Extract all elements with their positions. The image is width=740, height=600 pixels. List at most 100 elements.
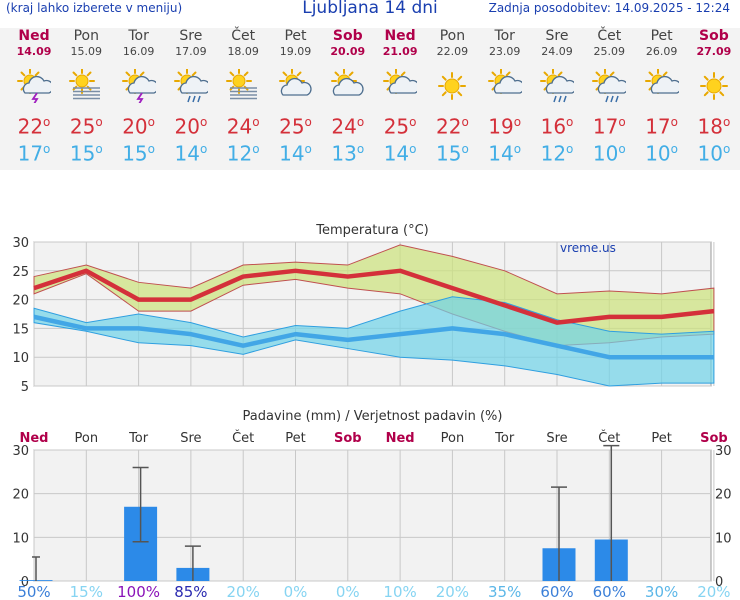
day-column: Pon 15.09 25o 15o	[60, 28, 112, 166]
temp-max: 18o	[697, 114, 731, 139]
day-date: 20.09	[330, 45, 366, 58]
cloud-sun-icon	[270, 68, 322, 103]
day-label: Tor	[494, 431, 515, 446]
day-column: Čet 18.09 24o 12o	[217, 28, 269, 166]
day-column: Tor 16.09 20o 15o	[113, 28, 165, 166]
location-menu-hint[interactable]: (kraj lahko izberete v meniju)	[6, 1, 183, 15]
temp-max: 19o	[488, 114, 522, 139]
day-date: 19.09	[279, 45, 312, 58]
day-label: Čet	[598, 430, 620, 446]
day-column: Ned 21.09 25o 14o	[374, 28, 426, 166]
day-column: Pet 26.09 17o 10o	[636, 28, 688, 166]
day-label: Pon	[75, 431, 99, 446]
y-tick-label: 30	[12, 236, 29, 251]
day-label: Pon	[441, 431, 465, 446]
day-name: Pon	[439, 28, 466, 44]
precip-probability: 85%	[174, 583, 207, 600]
y-tick-label-right: 30	[715, 444, 732, 459]
y-tick-label-left: 10	[12, 531, 29, 546]
chart-title: Padavine (mm) / Verjetnost padavin (%)	[243, 409, 503, 424]
day-column: Ned 14.09 22o 17o	[8, 28, 60, 166]
temp-min: 10o	[697, 141, 731, 166]
max-temp-line	[33, 268, 715, 325]
day-column: Sre 17.09 20o 14o	[165, 28, 217, 166]
day-name: Čet	[597, 28, 622, 44]
sun-cloud-rain-icon	[583, 68, 635, 103]
day-label: Sob	[700, 431, 728, 446]
temp-max: 25o	[383, 114, 417, 139]
day-column: Pon 22.09 22o 15o	[426, 28, 478, 166]
header: (kraj lahko izberete v meniju) Ljubljana…	[0, 0, 740, 22]
temp-min: 15o	[122, 141, 155, 166]
temperature-chart: Temperatura (°C) 5 10 15 20 25 30 vreme.us	[12, 223, 715, 394]
temp-max: 22o	[17, 114, 51, 139]
sun-cloud-storm-icon	[113, 68, 165, 105]
day-name: Sre	[179, 28, 203, 44]
sun-fog-icon	[60, 68, 112, 103]
precip-probability: 15%	[70, 583, 103, 600]
sun-cloud-storm-icon	[8, 68, 60, 105]
temp-min: 13o	[331, 141, 365, 166]
day-column: Sob 20.09 24o 13o	[322, 28, 374, 166]
precip-probability: 60%	[593, 583, 626, 600]
day-label: Čet	[232, 430, 254, 446]
temp-min: 12o	[226, 141, 260, 166]
day-date: 14.09	[16, 45, 52, 58]
precip-probability: 30%	[645, 583, 678, 600]
day-date: 22.09	[436, 45, 469, 58]
sun-cloud-icon	[374, 68, 426, 103]
temp-max: 20o	[122, 114, 155, 139]
day-column: Sre 24.09 16o 12o	[531, 28, 583, 166]
temp-max: 25o	[69, 114, 103, 139]
precip-probability: 60%	[540, 583, 573, 600]
sun-cloud-rain-icon	[165, 68, 217, 103]
precip-probability: 50%	[17, 583, 50, 600]
forecast-strip: Ned 14.09 22o 17o Pon 15.09 25o 15o Tor …	[0, 28, 740, 170]
day-date: 23.09	[488, 45, 521, 58]
sun-cloud-rain-icon	[531, 68, 583, 103]
day-name: Ned	[18, 28, 50, 44]
day-name: Tor	[494, 28, 515, 44]
day-date: 26.09	[645, 45, 678, 58]
cloud-sun-icon	[322, 68, 374, 103]
temp-min: 14o	[488, 141, 522, 166]
day-label: Sob	[334, 431, 362, 446]
y-tick-label: 25	[12, 265, 29, 280]
y-tick-label-left: 20	[12, 488, 29, 503]
precipitation-chart: Padavine (mm) / Verjetnost padavin (%) Ne…	[12, 409, 732, 600]
temp-min: 14o	[383, 141, 417, 166]
day-date: 18.09	[227, 45, 259, 58]
precip-probability: 100%	[117, 583, 160, 600]
temp-min: 10o	[592, 141, 626, 166]
day-label: Sre	[546, 431, 567, 446]
day-column: Pet 19.09 25o 14o	[270, 28, 322, 166]
precip-probability: 0%	[284, 583, 308, 600]
page-title: Ljubljana 14 dni	[302, 0, 438, 18]
day-name: Pet	[284, 28, 307, 44]
y-tick-label-right: 20	[715, 488, 732, 503]
day-name: Pet	[650, 28, 673, 44]
day-date: 16.09	[122, 45, 155, 58]
day-date: 21.09	[382, 45, 418, 58]
temp-max: 24o	[226, 114, 260, 139]
temp-max: 22o	[435, 114, 469, 139]
y-tick-label: 20	[12, 294, 29, 309]
day-name: Sre	[545, 28, 569, 44]
day-name: Ned	[384, 28, 416, 44]
sun-icon	[426, 69, 478, 103]
temp-min: 14o	[174, 141, 208, 166]
day-date: 27.09	[696, 45, 732, 58]
day-name: Tor	[128, 28, 149, 44]
sun-cloud-icon	[479, 68, 531, 103]
y-tick-label-right: 10	[715, 531, 732, 546]
chart-title: Temperatura (°C)	[315, 223, 428, 238]
sun-fog-icon	[217, 68, 269, 103]
day-column: Sob 27.09 18o 10o	[688, 28, 740, 166]
sun-icon	[688, 69, 740, 103]
temp-max: 24o	[331, 114, 365, 139]
y-tick-label-left: 30	[12, 444, 29, 459]
precip-probability: 20%	[436, 583, 469, 600]
day-column: Čet 25.09 17o 10o	[583, 28, 635, 166]
precip-probability: 10%	[383, 583, 416, 600]
precip-probability: 35%	[488, 583, 521, 600]
